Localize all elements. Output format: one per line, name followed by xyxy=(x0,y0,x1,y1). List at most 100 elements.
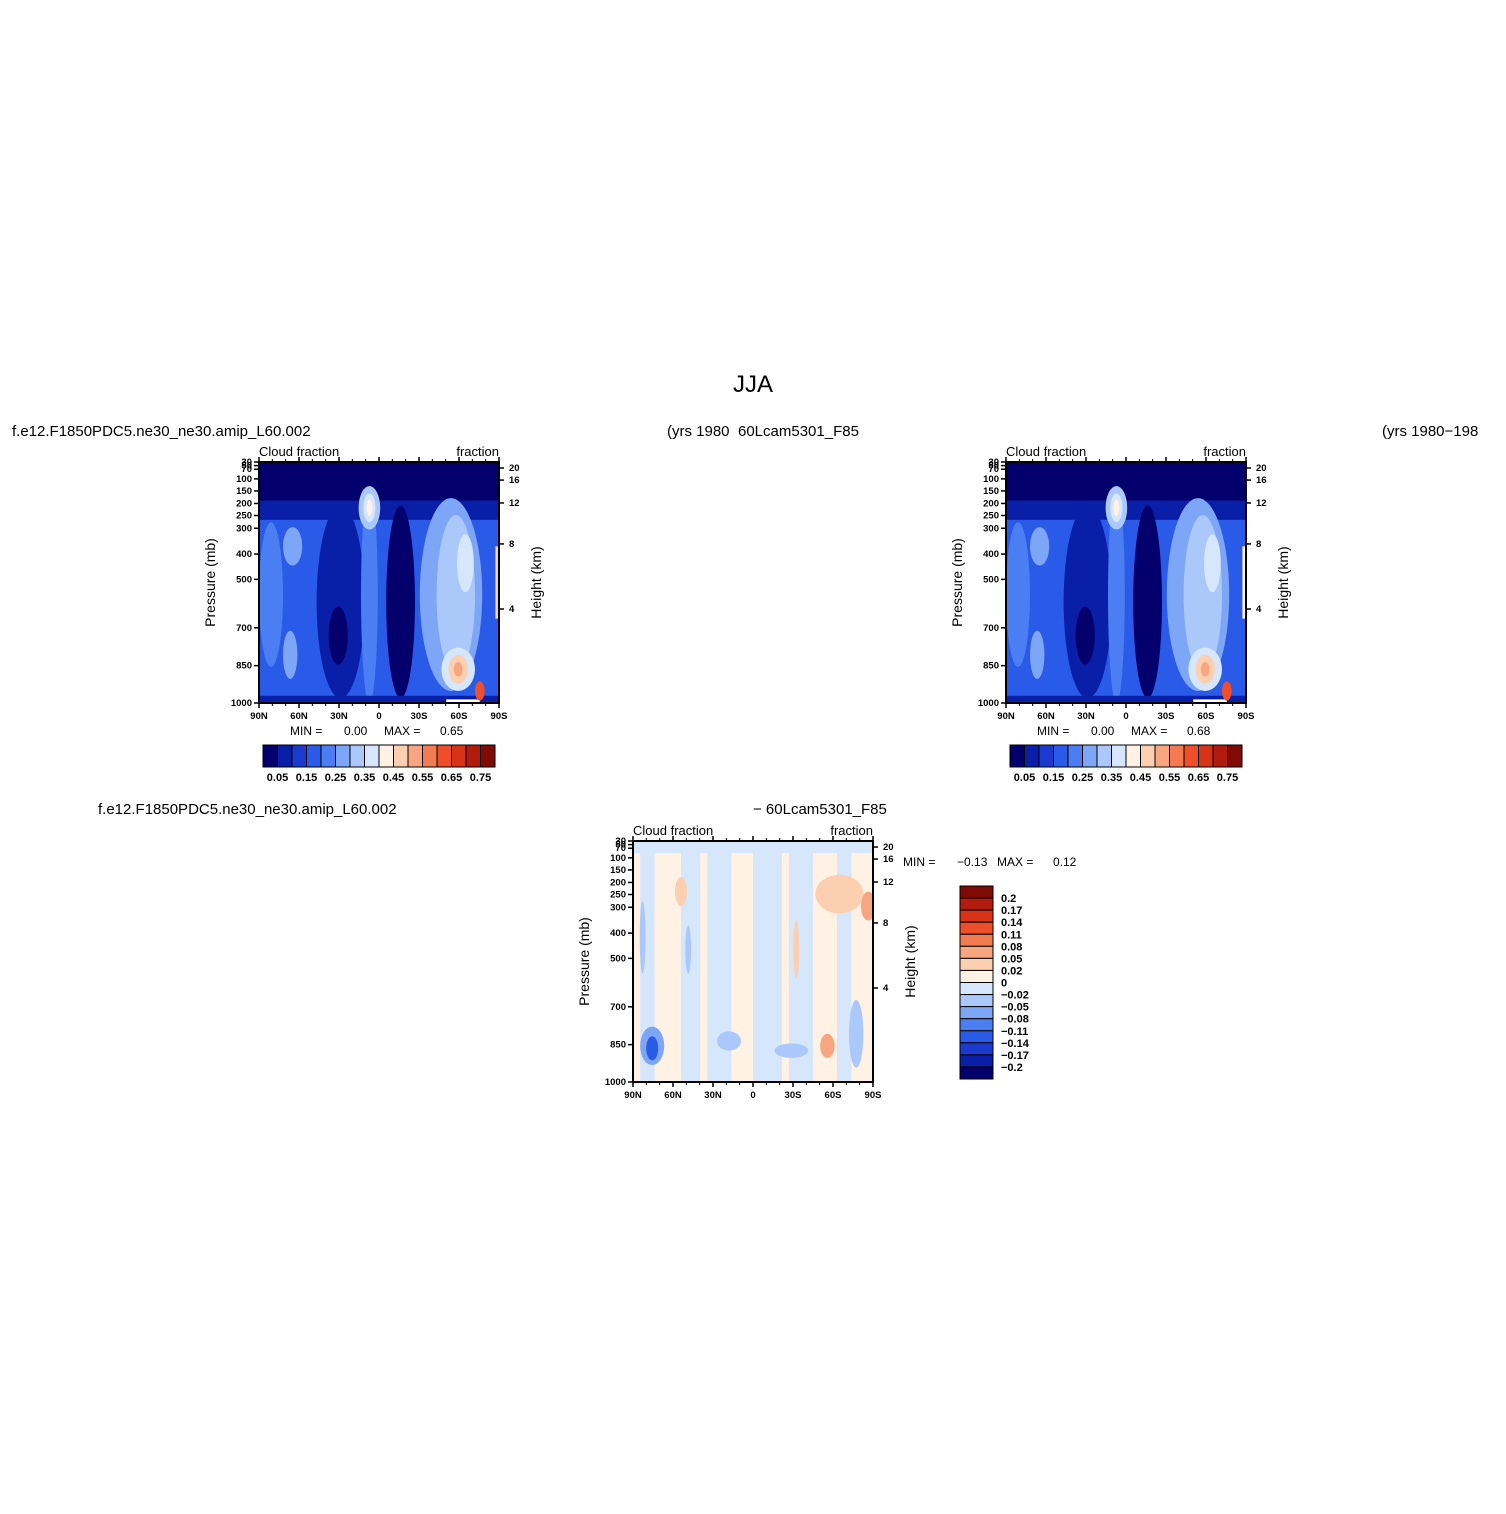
panel-subtitle-right: fraction xyxy=(456,444,499,459)
colorbar-label: −0.02 xyxy=(1001,990,1029,1002)
y-tick-label: 1000 xyxy=(605,1077,626,1088)
itcz-column xyxy=(1108,486,1125,703)
y2-tick-label: 20 xyxy=(1256,463,1267,474)
diff-case-label: f.e12.F1850PDC5.ne30_ne30.amip_L60.002 xyxy=(98,801,397,818)
diff-neg-sh xyxy=(774,1043,809,1058)
diff-top-strip xyxy=(633,841,873,854)
colorbar-label: −0.2 xyxy=(1001,1062,1023,1074)
colorbar-box xyxy=(1053,744,1069,768)
np-cloud xyxy=(259,522,283,667)
colorbar-box xyxy=(1154,744,1170,768)
sh-subtropic-dry xyxy=(386,505,415,699)
panel-subtitle-right: fraction xyxy=(1203,444,1246,459)
colorbar-label: −0.08 xyxy=(1001,1014,1029,1026)
y-tick-label: 200 xyxy=(236,498,252,509)
y-tick-label: 50 xyxy=(615,840,626,851)
nh-subtropic-min xyxy=(328,606,348,665)
colorbar-box xyxy=(1067,744,1083,768)
colorbar-label: 0.65 xyxy=(1188,772,1209,784)
y2-tick-label: 12 xyxy=(509,498,520,509)
colorbar-box xyxy=(959,909,994,923)
y-tick-label: 70 xyxy=(615,843,626,854)
x-tick-label: 90S xyxy=(491,711,508,722)
panel-subtitle-left: Cloud fraction xyxy=(633,823,713,838)
colorbar-label: 0.11 xyxy=(1001,929,1022,941)
colorbar-box xyxy=(959,933,994,947)
surface-missing xyxy=(1193,699,1227,703)
min-label: MIN = xyxy=(903,855,935,869)
itcz-column xyxy=(361,486,378,703)
y-tick-label: 200 xyxy=(983,498,999,509)
colorbar-box xyxy=(451,744,467,768)
colorbar-label: 0.55 xyxy=(1159,772,1180,784)
y-tick-label: 500 xyxy=(610,953,626,964)
colorbar-box xyxy=(1198,744,1214,768)
colorbar-box xyxy=(959,1018,994,1032)
y-tick-label: 1000 xyxy=(978,698,999,709)
colorbar-box xyxy=(1125,744,1141,768)
colorbar-box xyxy=(1111,744,1127,768)
y-tick-label: 200 xyxy=(610,877,626,888)
x-tick-label: 30S xyxy=(1158,711,1175,722)
y-tick-label: 70 xyxy=(988,464,999,475)
surface-orange xyxy=(475,681,485,701)
y-tick-label: 100 xyxy=(983,474,999,485)
x-tick-label: 30S xyxy=(785,1090,802,1101)
diff-model-label: − 60Lcam5301_F85 xyxy=(753,801,887,818)
y-tick-label: 300 xyxy=(983,523,999,534)
sh-stratus-max xyxy=(1200,662,1210,677)
diff-pos-nh xyxy=(675,877,687,907)
y-tick-label: 100 xyxy=(236,474,252,485)
panel-subtitle-left: Cloud fraction xyxy=(1006,444,1086,459)
colorbar-box xyxy=(959,1054,994,1068)
max-label: MAX = xyxy=(384,724,420,738)
colorbar-box xyxy=(436,744,452,768)
colorbar-box xyxy=(959,1030,994,1044)
x-tick-label: 90S xyxy=(865,1090,882,1101)
y-tick-label: 400 xyxy=(983,549,999,560)
sp-edge xyxy=(495,546,499,619)
y2-tick-label: 12 xyxy=(1256,498,1267,509)
diff-neg-nh-streak xyxy=(685,925,692,974)
colorbar-label: −0.11 xyxy=(1001,1026,1028,1038)
colorbar-box xyxy=(1183,744,1199,768)
y2-tick-label: 8 xyxy=(509,539,514,550)
diff-neg-column xyxy=(681,848,701,1082)
y-axis-label: Pressure (mb) xyxy=(949,538,965,627)
x-tick-label: 90N xyxy=(997,711,1015,722)
y2-tick-label: 16 xyxy=(883,854,894,865)
x-tick-label: 90S xyxy=(1238,711,1255,722)
colorbar-box xyxy=(306,744,322,768)
x-tick-label: 60S xyxy=(825,1090,842,1101)
colorbar-label: 0.2 xyxy=(1001,893,1016,905)
colorbar-box xyxy=(1024,744,1040,768)
sp-edge xyxy=(1242,546,1246,619)
y-tick-label: 30 xyxy=(988,457,999,468)
diff-neg-np-streak xyxy=(639,901,646,974)
years-label-2: (yrs 1980−198 xyxy=(1382,423,1478,440)
colorbar-label: 0.08 xyxy=(1001,941,1022,953)
colorbar-box xyxy=(959,885,994,899)
np-cloud xyxy=(1006,522,1030,667)
colorbar-box xyxy=(959,994,994,1008)
years-label-1: (yrs 1980 xyxy=(667,423,730,440)
colorbar-box xyxy=(959,982,994,996)
max-label: MAX = xyxy=(1131,724,1167,738)
nh-subtropic-min xyxy=(1075,606,1095,665)
colorbar-box xyxy=(959,1042,994,1056)
y-tick-label: 400 xyxy=(610,928,626,939)
panel-subtitle-right: fraction xyxy=(830,823,873,838)
diff-neg-column xyxy=(753,848,782,1082)
y-tick-label: 30 xyxy=(241,457,252,468)
colorbar-label: 0.35 xyxy=(354,772,375,784)
max-label: MAX = xyxy=(997,855,1033,869)
south-midlat-cloud-max xyxy=(457,534,474,593)
colorbar-box xyxy=(959,969,994,983)
y2-tick-label: 4 xyxy=(883,983,889,994)
y-tick-label: 850 xyxy=(236,661,252,672)
nh-subtropic-dry xyxy=(1063,505,1112,699)
y2-tick-label: 8 xyxy=(1256,539,1261,550)
colorbar-box xyxy=(959,1006,994,1020)
itcz-anvil-max xyxy=(366,499,373,517)
